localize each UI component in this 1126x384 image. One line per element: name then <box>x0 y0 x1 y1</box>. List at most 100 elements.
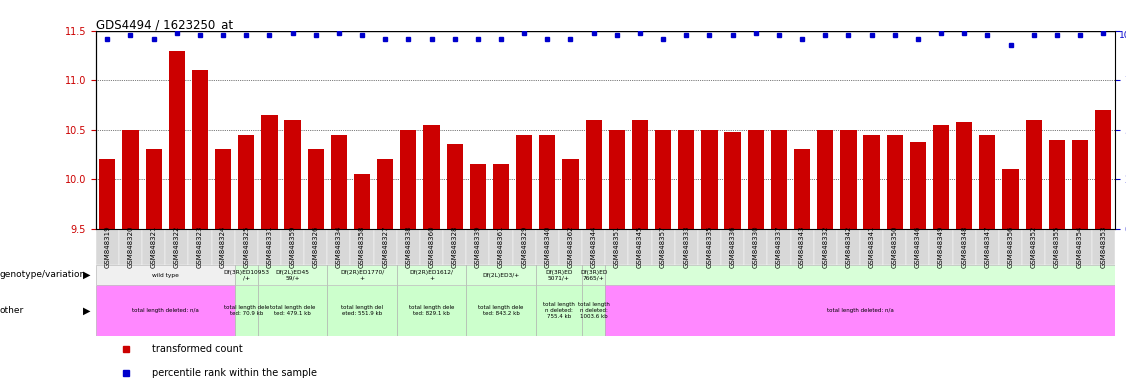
Bar <box>1022 228 1045 265</box>
Bar <box>976 228 999 265</box>
Text: GSM848354: GSM848354 <box>1076 226 1083 268</box>
Text: Df(3R)ED
5071/+: Df(3R)ED 5071/+ <box>545 270 573 281</box>
Text: ▶: ▶ <box>83 306 91 316</box>
Text: GSM848325: GSM848325 <box>243 226 249 268</box>
Text: GSM848357: GSM848357 <box>660 226 667 268</box>
Text: GSM848327: GSM848327 <box>382 226 388 268</box>
Bar <box>1045 228 1069 265</box>
Text: transformed count: transformed count <box>152 344 242 354</box>
Bar <box>582 228 606 265</box>
Text: total length dele
ted: 829.1 kb: total length dele ted: 829.1 kb <box>409 305 454 316</box>
Text: GSM848359: GSM848359 <box>289 226 295 268</box>
Text: Df(2L)ED3/+: Df(2L)ED3/+ <box>482 273 519 278</box>
Bar <box>582 285 606 336</box>
Bar <box>910 142 926 228</box>
Bar <box>562 159 579 228</box>
Bar <box>145 149 162 228</box>
Text: GSM848351: GSM848351 <box>614 226 619 268</box>
Bar <box>632 120 649 228</box>
Bar <box>864 134 879 228</box>
Bar <box>169 51 185 228</box>
Bar <box>96 265 234 285</box>
Bar <box>466 265 536 285</box>
Bar <box>188 228 212 265</box>
Bar <box>328 265 396 285</box>
Bar <box>536 265 582 285</box>
Text: GSM848335: GSM848335 <box>706 226 713 268</box>
Text: GSM848352: GSM848352 <box>1030 226 1037 268</box>
Text: GSM848331: GSM848331 <box>267 226 272 268</box>
Bar <box>1072 139 1088 228</box>
Bar <box>606 228 628 265</box>
Bar <box>374 228 396 265</box>
Bar <box>883 228 906 265</box>
Bar <box>123 130 138 228</box>
Bar <box>860 228 883 265</box>
Bar <box>307 149 324 228</box>
Text: GSM848344: GSM848344 <box>591 226 597 268</box>
Bar <box>814 228 837 265</box>
Text: GSM848323: GSM848323 <box>197 226 203 268</box>
Text: GSM848341: GSM848341 <box>868 226 875 268</box>
Bar <box>655 130 671 228</box>
Bar <box>166 228 188 265</box>
Text: GSM848353: GSM848353 <box>1100 226 1106 268</box>
Bar <box>724 132 741 228</box>
Bar <box>396 265 466 285</box>
Text: GSM848347: GSM848347 <box>984 226 991 268</box>
Bar <box>1096 110 1111 228</box>
Bar <box>674 228 698 265</box>
Bar <box>354 174 370 228</box>
Text: GSM848334: GSM848334 <box>336 226 342 268</box>
Bar <box>701 130 717 228</box>
Text: GSM848340: GSM848340 <box>544 226 551 268</box>
Bar <box>328 228 350 265</box>
Bar <box>886 134 903 228</box>
Text: GSM848346: GSM848346 <box>915 226 921 268</box>
Bar <box>1026 120 1042 228</box>
Bar <box>678 130 695 228</box>
Text: GSM848355: GSM848355 <box>1054 226 1060 268</box>
Bar <box>490 228 512 265</box>
Text: GSM848361: GSM848361 <box>498 226 504 268</box>
Bar <box>96 285 234 336</box>
Text: total length
n deleted:
1003.6 kb: total length n deleted: 1003.6 kb <box>578 302 609 319</box>
Text: GSM848358: GSM848358 <box>359 226 365 268</box>
Bar <box>606 285 1115 336</box>
Text: total length dele
ted: 479.1 kb: total length dele ted: 479.1 kb <box>270 305 315 316</box>
Bar <box>215 149 231 228</box>
Bar <box>1048 139 1065 228</box>
Bar <box>99 159 115 228</box>
Bar <box>285 120 301 228</box>
Text: GSM848349: GSM848349 <box>938 226 944 268</box>
Bar <box>466 285 536 336</box>
Text: total length deleted: n/a: total length deleted: n/a <box>132 308 198 313</box>
Text: GSM848360: GSM848360 <box>429 226 435 268</box>
Text: Df(2R)ED1770/
+: Df(2R)ED1770/ + <box>340 270 384 281</box>
Bar <box>748 130 763 228</box>
Bar <box>423 125 439 228</box>
Text: Df(2L)ED45
59/+: Df(2L)ED45 59/+ <box>276 270 310 281</box>
Bar <box>282 228 304 265</box>
Text: Df(2R)ED1612/
+: Df(2R)ED1612/ + <box>410 270 454 281</box>
Bar <box>234 285 258 336</box>
Bar <box>234 228 258 265</box>
Bar <box>470 164 486 228</box>
Bar <box>1091 228 1115 265</box>
Text: 100%: 100% <box>1119 31 1126 40</box>
Bar <box>212 228 234 265</box>
Bar <box>466 228 490 265</box>
Bar <box>539 134 555 228</box>
Text: GSM848326: GSM848326 <box>313 226 319 268</box>
Bar <box>396 228 420 265</box>
Bar <box>953 228 976 265</box>
Text: GSM848339: GSM848339 <box>475 226 481 268</box>
Text: GSM848321: GSM848321 <box>151 226 157 268</box>
Bar <box>396 285 466 336</box>
Bar <box>420 228 444 265</box>
Bar <box>744 228 767 265</box>
Text: total length deleted: n/a: total length deleted: n/a <box>826 308 893 313</box>
Text: total length dele
ted: 70.9 kb: total length dele ted: 70.9 kb <box>224 305 269 316</box>
Text: total length del
eted: 551.9 kb: total length del eted: 551.9 kb <box>341 305 383 316</box>
Text: Df(3R)ED
7665/+: Df(3R)ED 7665/+ <box>580 270 607 281</box>
